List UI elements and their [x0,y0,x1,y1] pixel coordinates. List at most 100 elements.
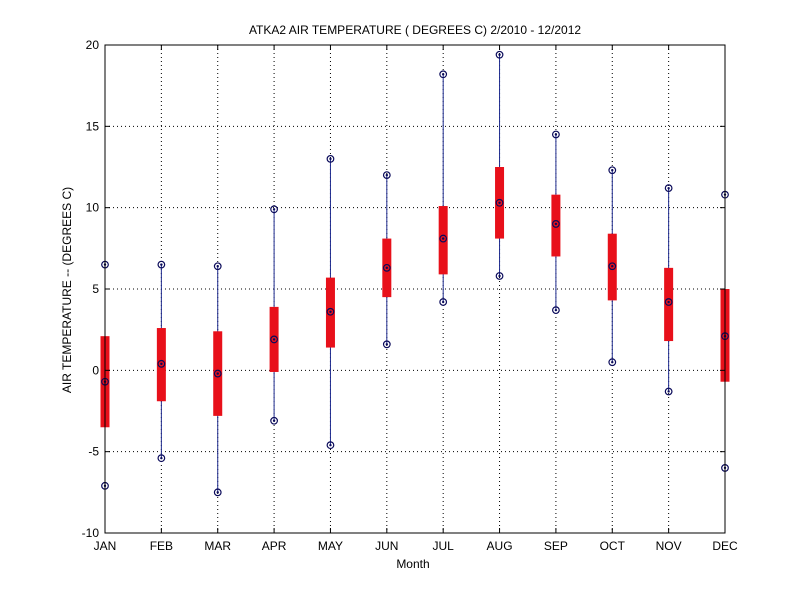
x-tick-label: NOV [656,539,682,553]
median-marker-apr-dot [272,338,276,341]
median-marker-feb-dot [160,362,163,366]
max-marker-jul [439,70,448,79]
max-marker-feb-ring [157,260,166,269]
median-marker-sep [552,220,560,228]
max-marker-jul-dot [441,73,445,76]
max-marker-jun-ring [382,171,391,180]
max-marker-jun [382,171,391,180]
median-marker-aug-ring [495,198,504,207]
x-axis-label: Month [396,557,429,571]
ticks [104,44,726,534]
box-nov [664,267,674,342]
median-marker-oct-ring [608,262,617,271]
y-tick-label: -5 [88,445,99,459]
max-marker-apr [270,205,278,214]
max-marker-oct-ring [608,166,617,175]
y-tick-label: 5 [92,282,99,296]
max-marker-nov-ring [664,184,673,193]
median-marker-nov-dot [667,300,670,304]
min-marker-aug [495,272,504,280]
min-marker-may [326,441,335,450]
y-tick-label: 0 [92,363,99,377]
min-marker-jul [439,298,448,306]
y-tick-label: 10 [86,201,100,215]
max-marker-aug-ring [495,50,504,59]
max-marker-aug-dot [498,53,501,56]
max-marker-sep-dot [554,133,558,136]
x-tick-label: JAN [94,539,117,553]
median-marker-feb-ring [157,359,166,368]
x-tick-label: DEC [712,539,738,553]
markers [101,50,729,497]
median-marker-feb [157,359,166,368]
median-marker-jul-ring [439,234,448,243]
y-tick-label: 15 [86,119,100,133]
max-marker-oct [608,166,617,175]
median-marker-jun [382,263,391,272]
x-tick-label: OCT [600,539,626,553]
min-marker-oct-dot [611,361,614,364]
y-tick-label: -10 [82,526,100,540]
chart-title: ATKA2 AIR TEMPERATURE ( DEGREES C) 2/201… [249,23,581,37]
median-marker-apr [270,335,278,344]
max-marker-apr-dot [272,208,276,211]
max-marker-oct-dot [611,169,614,172]
max-marker-mar-ring [213,262,222,271]
max-marker-sep-ring [552,130,560,139]
min-marker-oct-ring [608,358,617,367]
min-marker-jun [382,340,391,349]
median-marker-aug-dot [498,201,501,204]
median-marker-nov [664,298,673,306]
median-marker-sep-ring [552,220,560,228]
median-marker-apr-ring [270,335,278,344]
box-sep [551,194,561,257]
y-tick-label: 20 [86,38,100,52]
median-marker-jul-dot [441,237,445,240]
median-marker-mar-dot [216,372,219,375]
max-marker-feb-dot [160,263,163,266]
median-marker-may-ring [326,307,335,316]
max-marker-feb [157,260,166,269]
median-marker-jun-ring [382,263,391,272]
min-marker-aug-dot [498,274,501,278]
min-marker-apr-ring [270,416,278,425]
median-marker-sep-dot [554,222,558,226]
y-tick-labels: -10 -5 0 5 10 15 20 [82,38,100,540]
min-marker-mar [213,488,222,497]
max-marker-sep [552,130,560,139]
min-marker-apr [270,416,278,425]
x-tick-label: AUG [487,539,513,553]
min-marker-may-dot [329,443,332,447]
min-marker-mar-ring [213,488,222,497]
box-jul [438,206,448,275]
median-marker-jun-dot [385,266,389,270]
min-marker-nov [664,387,673,396]
x-tick-label: MAY [318,539,343,553]
max-marker-apr-ring [270,205,278,214]
y-axis-label: AIR TEMPERATURE -- (DEGREES C) [60,187,74,393]
x-tick-label: MAR [204,539,231,553]
min-marker-jul-ring [439,298,448,306]
median-marker-nov-ring [664,298,673,306]
max-marker-may-dot [329,157,332,161]
median-marker-may [326,307,335,316]
x-tick-label: JUN [375,539,398,553]
x-tick-label: JUL [433,539,455,553]
min-marker-nov-dot [667,390,670,393]
max-marker-mar-dot [216,265,219,268]
min-marker-feb-ring [157,454,166,463]
min-marker-jul-dot [441,300,445,304]
min-marker-mar-dot [216,491,219,494]
min-marker-oct [608,358,617,367]
median-marker-oct [608,262,617,271]
max-marker-may-ring [326,154,335,163]
min-marker-may-ring [326,441,335,450]
min-marker-aug-ring [495,272,504,280]
max-marker-nov-dot [667,186,670,190]
median-marker-mar-ring [213,369,222,378]
x-tick-labels: JAN FEB MAR APR MAY JUN JUL AUG SEP OCT NOV DEC [94,539,738,553]
min-marker-sep-ring [552,306,560,315]
min-marker-sep [552,306,560,315]
